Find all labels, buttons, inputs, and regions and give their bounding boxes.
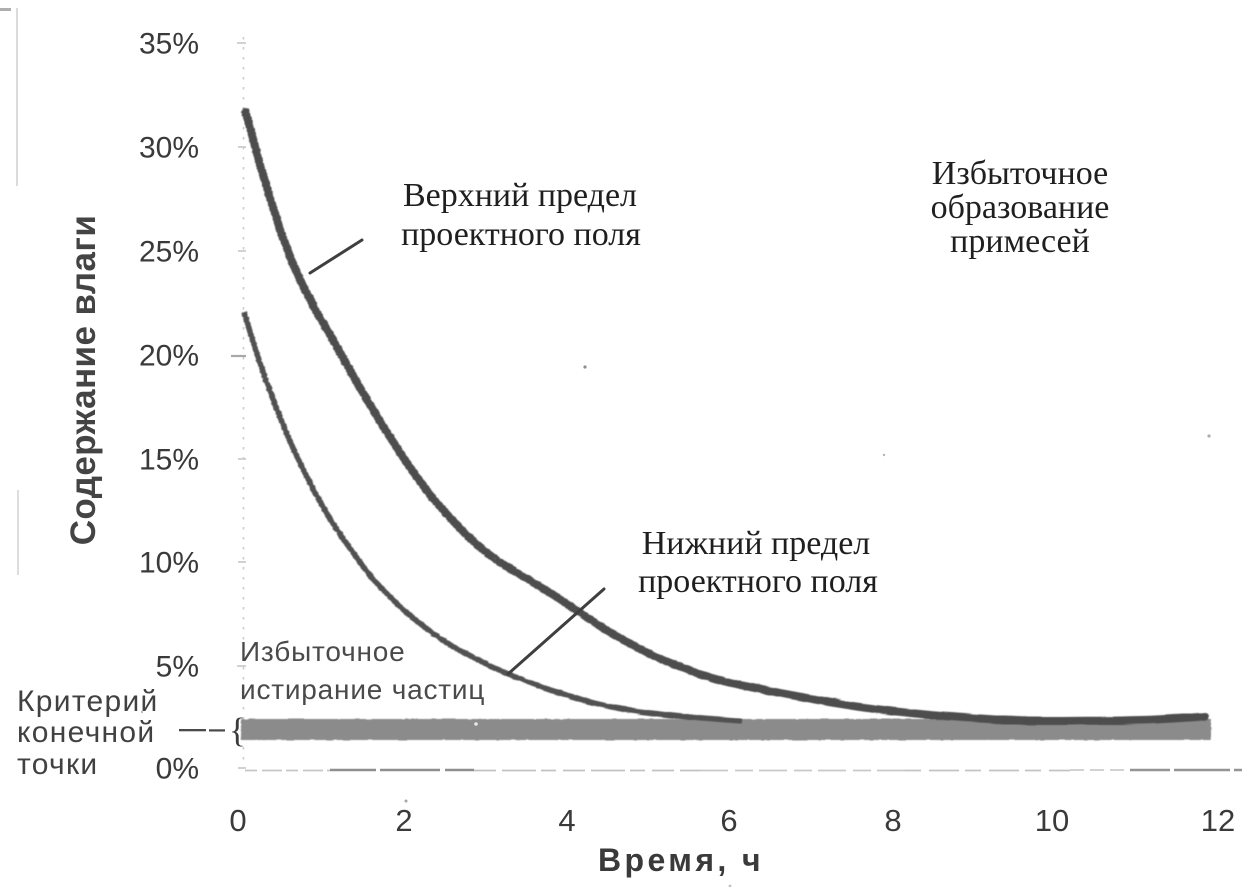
svg-text:Критерий: Критерий	[17, 685, 159, 718]
svg-text:12: 12	[1201, 803, 1235, 838]
svg-text:15%: 15%	[139, 444, 199, 477]
svg-text:Избыточное: Избыточное	[240, 636, 405, 667]
svg-text:0: 0	[229, 803, 246, 838]
svg-text:Время, ч: Время, ч	[598, 842, 764, 878]
svg-text:Верхний предел: Верхний предел	[403, 177, 637, 214]
svg-text:{: {	[229, 711, 246, 750]
svg-text:точки: точки	[17, 748, 98, 781]
svg-text:истирание частиц: истирание частиц	[240, 674, 485, 705]
svg-text:Нижний предел: Нижний предел	[642, 525, 871, 562]
svg-text:10: 10	[1035, 803, 1069, 838]
svg-text:4: 4	[558, 803, 575, 838]
svg-text:проектного поля: проектного поля	[401, 216, 641, 253]
svg-text:25%: 25%	[139, 236, 199, 269]
svg-text:10%: 10%	[139, 547, 199, 580]
svg-text:примесей: примесей	[950, 223, 1090, 260]
svg-text:проектного поля: проектного поля	[638, 563, 878, 600]
svg-text:образование: образование	[931, 189, 1110, 226]
svg-text:Содержание влаги: Содержание влаги	[64, 215, 103, 546]
svg-text:Избыточное: Избыточное	[932, 155, 1108, 192]
svg-text:8: 8	[884, 803, 901, 838]
svg-text:30%: 30%	[139, 132, 199, 165]
svg-text:2: 2	[395, 803, 412, 838]
svg-text:20%: 20%	[139, 340, 199, 373]
svg-text:конечной: конечной	[17, 716, 155, 749]
svg-text:5%: 5%	[156, 651, 199, 684]
svg-text:35%: 35%	[139, 28, 199, 61]
svg-text:0%: 0%	[156, 753, 199, 786]
svg-text:6: 6	[720, 803, 737, 838]
